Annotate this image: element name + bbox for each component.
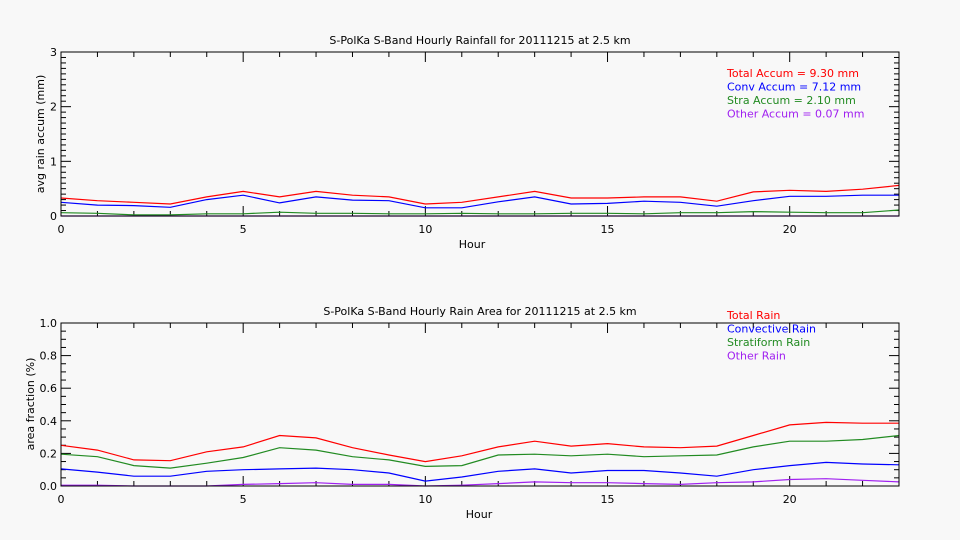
y-tick-label: 0.4 [40, 415, 58, 428]
y-tick-label: 0.6 [40, 382, 58, 395]
y-tick-label: 0 [50, 210, 57, 223]
legend-entry: Total Accum = 9.30 mm [726, 67, 859, 80]
x-tick-label: 15 [601, 223, 615, 236]
legend-entry: Other Rain [727, 350, 786, 363]
rainfall-chart: S-PolKa S-Band Hourly Rainfall for 20111… [34, 34, 900, 251]
plot-frame [60, 51, 900, 217]
legend-entry: Other Accum = 0.07 mm [727, 108, 864, 121]
x-tick-label: 20 [783, 223, 797, 236]
series-line [60, 209, 900, 216]
y-tick-label: 0.8 [40, 350, 58, 363]
y-tick-label: 2 [50, 101, 57, 114]
x-axis-label: Hour [459, 238, 486, 251]
x-tick-label: 5 [240, 223, 247, 236]
chart-title: S-PolKa S-Band Hourly Rain Area for 2011… [323, 305, 636, 318]
x-tick-label: 10 [418, 223, 432, 236]
legend-entry: Conv Accum = 7.12 mm [727, 81, 861, 94]
y-axis-label: area fraction (%) [24, 358, 37, 451]
x-tick-label: 5 [240, 493, 247, 506]
rain-area-chart: S-PolKa S-Band Hourly Rain Area for 2011… [24, 305, 900, 521]
y-tick-label: 1.0 [40, 317, 58, 330]
series-line [60, 194, 899, 209]
y-tick-label: 1 [50, 155, 57, 168]
legend-entry: Total Rain [726, 309, 780, 322]
series-line [60, 461, 900, 482]
x-tick-label: 10 [418, 493, 432, 506]
series-line [61, 478, 900, 487]
y-tick-label: 0.2 [40, 447, 58, 460]
series-line [60, 421, 899, 463]
x-axis-label: Hour [466, 508, 493, 521]
x-tick-label: 0 [58, 223, 65, 236]
x-tick-label: 0 [58, 493, 65, 506]
legend-entry: Stra Accum = 2.10 mm [727, 94, 856, 107]
x-tick-label: 15 [601, 493, 615, 506]
legend-entry: Convective Rain [727, 323, 816, 336]
legend-entry: Stratiform Rain [727, 336, 810, 349]
chart-title: S-PolKa S-Band Hourly Rainfall for 20111… [329, 34, 630, 47]
y-tick-label: 0.0 [40, 480, 58, 493]
series-line [60, 184, 900, 205]
plot-frame [60, 322, 900, 487]
y-axis-label: avg rain accum (mm) [34, 75, 47, 194]
series-line [60, 434, 900, 469]
y-tick-label: 3 [50, 46, 57, 59]
x-tick-label: 20 [783, 493, 797, 506]
